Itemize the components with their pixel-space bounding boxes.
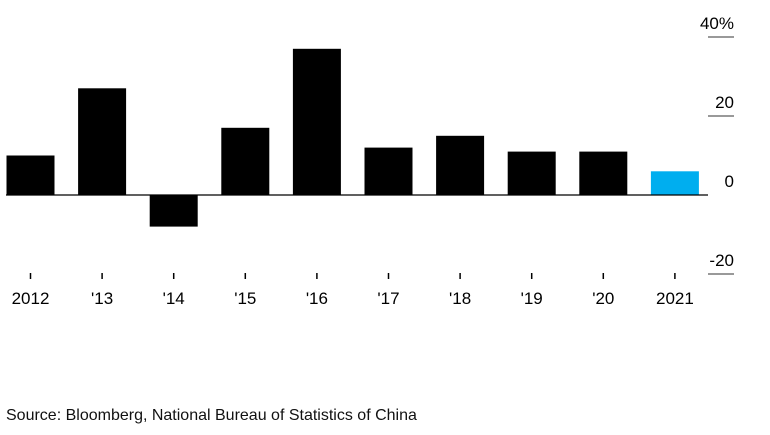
source-note: Source: Bloomberg, National Bureau of St… [6,407,417,424]
x-tick-label: '20 [592,289,614,308]
x-tick-label: 2021 [656,289,694,308]
bar-20 [579,151,628,196]
bar-18 [436,135,485,196]
y-axis: 40% 20 0 -20 [700,14,734,275]
y-tick-label: 40% [700,14,734,33]
x-tick-label: '16 [306,289,328,308]
x-tick-label: '19 [521,289,543,308]
x-tick-label: '13 [91,289,113,308]
y-tick-label: 0 [725,172,734,191]
bar-17 [364,147,413,195]
x-tick-label: '14 [163,289,185,308]
y-tick-label: -20 [709,251,734,270]
x-tick-label: 2012 [12,289,50,308]
x-axis: 2012 '13 '14 '15 '16 '17 '18 '19 '20 2021 [12,273,694,308]
bar-chart: 40%200-20 2012'13'14'15'16'17'18'19'20 20… [6,14,734,308]
bar-13 [78,88,127,195]
bar-15 [221,127,270,195]
x-tick-label: '17 [377,289,399,308]
bar-2021 [650,171,699,195]
bar-2012 [6,155,55,195]
x-tick-label: '15 [234,289,256,308]
bar-14 [149,195,198,227]
bar-19 [507,151,556,196]
x-tick-label: '18 [449,289,471,308]
y-tick-label: 20 [715,93,734,112]
bar-16 [292,48,341,195]
bars [6,48,699,227]
